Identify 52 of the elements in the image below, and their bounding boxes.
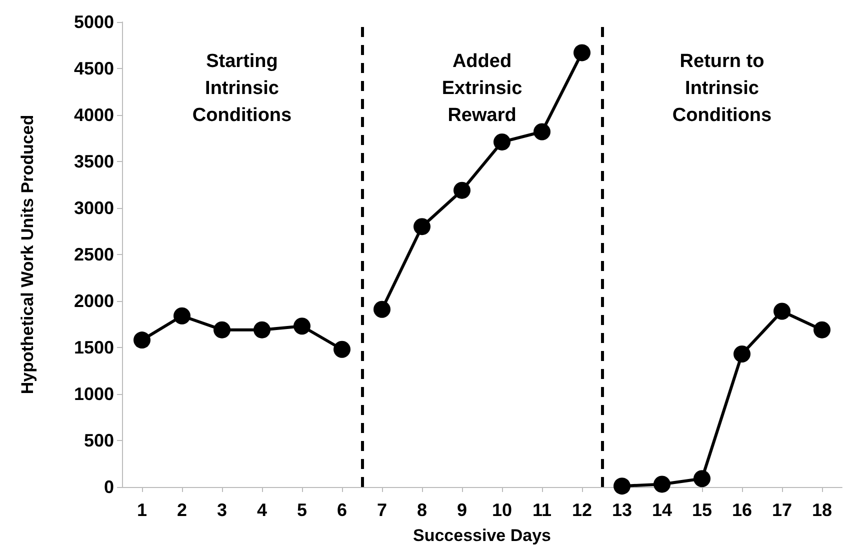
point [174, 307, 190, 324]
x-tick-label: 17 [772, 500, 792, 520]
point [494, 133, 510, 150]
x-tick-label: 4 [256, 500, 268, 520]
y-tick-label: 2500 [74, 244, 114, 264]
point [134, 332, 150, 349]
x-tick-label: 14 [652, 500, 672, 520]
y-tick-label: 1000 [74, 384, 114, 404]
point [774, 302, 790, 320]
point [614, 478, 630, 495]
point [414, 218, 430, 236]
y-tick-label: 3500 [74, 152, 114, 172]
x-tick-label: 7 [376, 500, 388, 520]
x-tick-label: 15 [692, 500, 712, 520]
y-tick-label: 1500 [74, 338, 114, 358]
x-tick-label: 12 [572, 500, 592, 520]
y-tick-label: 4000 [74, 105, 114, 125]
y-tick-label: 0 [104, 477, 114, 497]
x-tick-label: 13 [612, 500, 632, 520]
x-tick-label: 10 [492, 500, 512, 520]
annotation: Starting Intrinsic Conditions [192, 51, 292, 126]
point [454, 182, 470, 199]
point [334, 340, 350, 358]
x-tick-label: 3 [216, 500, 228, 520]
point [734, 346, 750, 363]
point [694, 470, 710, 488]
x-tick-label: 1 [136, 500, 148, 520]
point [534, 123, 550, 140]
y-tick-label: 500 [84, 430, 114, 450]
y-tick-label: 3000 [74, 198, 114, 218]
x-tick-label: 16 [732, 500, 752, 520]
x-tick-label: 6 [336, 500, 348, 520]
x-tick-label: 8 [416, 500, 428, 520]
point [814, 321, 830, 338]
x-tick-label: 2 [176, 500, 188, 520]
x-tick-label: 18 [812, 500, 832, 520]
point [254, 321, 270, 338]
point [654, 476, 670, 493]
point [214, 321, 230, 338]
point [574, 44, 590, 62]
y-tick-label: 5000 [74, 12, 114, 32]
annotation: Return to Intrinsic Conditions [672, 51, 772, 126]
x-axis-title: Successive Days [413, 526, 551, 545]
y-tick-label: 2000 [74, 291, 114, 311]
y-tick-label: 4500 [74, 58, 114, 78]
point [374, 300, 390, 318]
x-tick-label: 5 [296, 500, 308, 520]
point [294, 318, 310, 335]
y-axis-title: Hypothetical Work Units Produced [18, 114, 37, 394]
x-tick-label: 9 [456, 500, 468, 520]
annotation: Added Extrinsic Reward [442, 51, 523, 126]
x-tick-label: 11 [532, 500, 552, 520]
